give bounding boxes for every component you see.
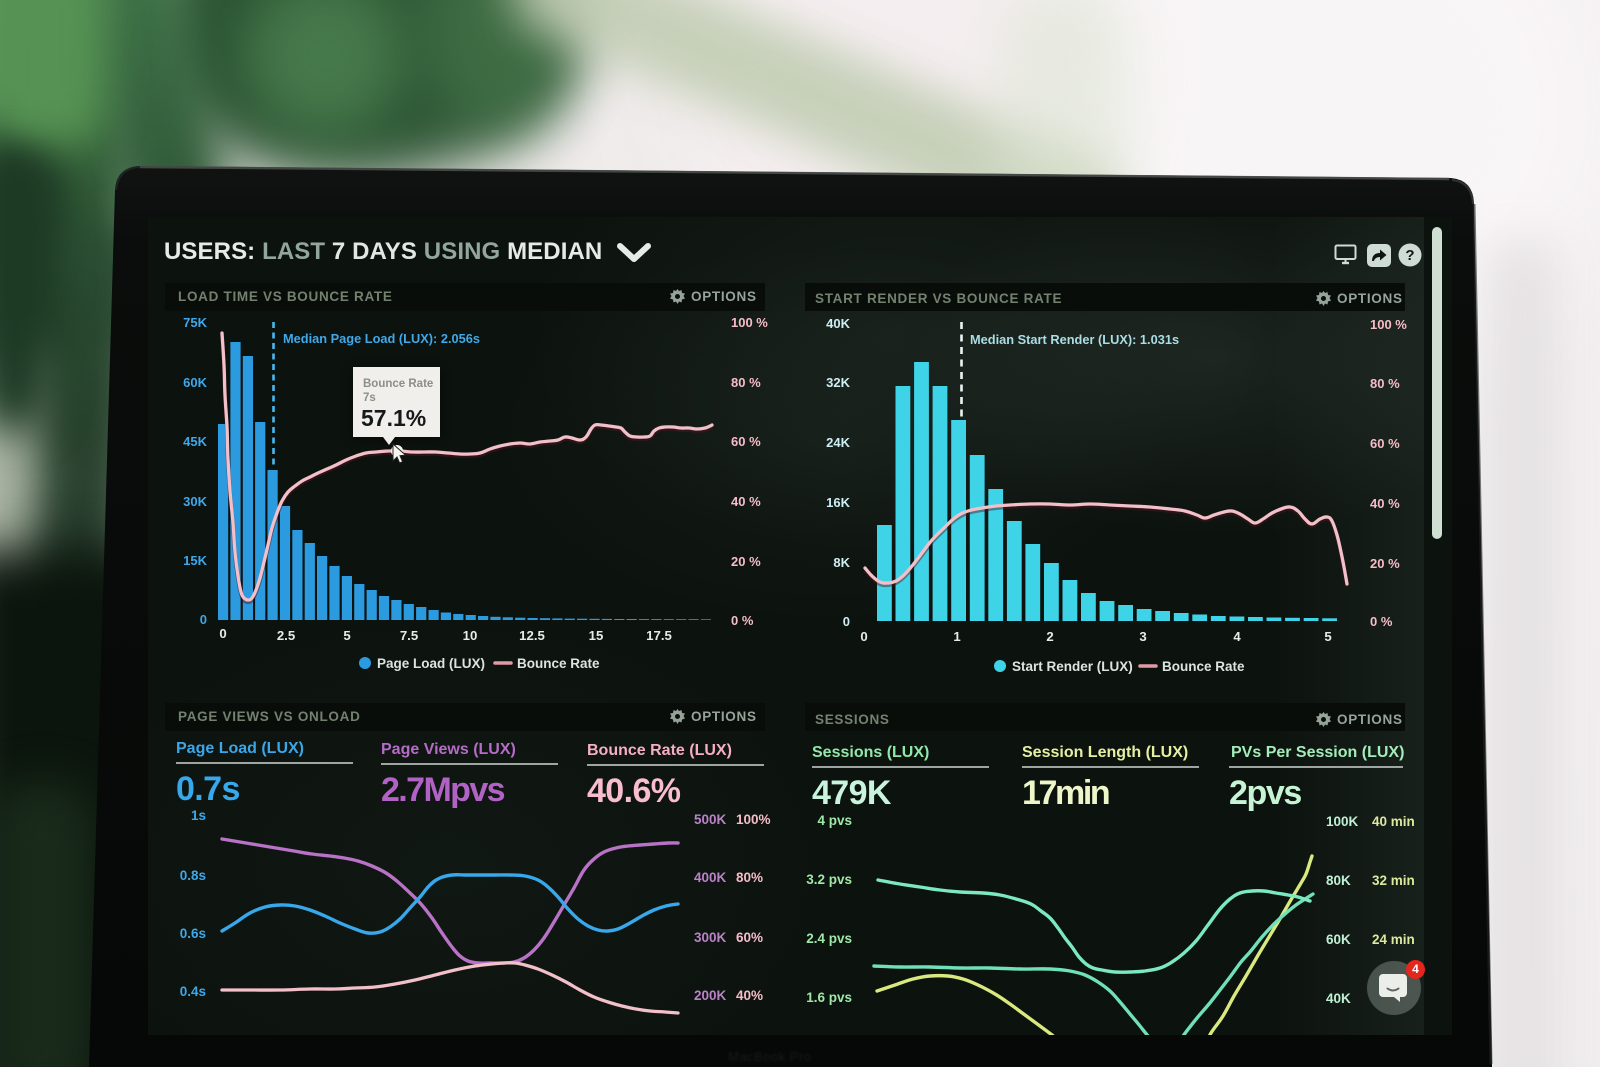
svg-text:60 %: 60 % xyxy=(731,434,761,449)
svg-text:1: 1 xyxy=(953,629,960,644)
svg-text:1s: 1s xyxy=(191,808,206,823)
svg-text:1.6 pvs: 1.6 pvs xyxy=(806,990,852,1005)
svg-text:300K: 300K xyxy=(694,930,727,945)
svg-text:Bounce Rate: Bounce Rate xyxy=(1162,659,1245,674)
svg-text:32 min: 32 min xyxy=(1372,873,1415,888)
svg-text:0.6s: 0.6s xyxy=(180,926,206,941)
svg-text:60%: 60% xyxy=(736,930,763,945)
svg-text:40K: 40K xyxy=(826,316,850,331)
svg-text:0: 0 xyxy=(200,612,207,627)
svg-text:500K: 500K xyxy=(694,812,727,827)
svg-text:15K: 15K xyxy=(183,553,207,568)
svg-text:80K: 80K xyxy=(1326,873,1351,888)
svg-text:4: 4 xyxy=(1233,629,1241,644)
svg-text:45K: 45K xyxy=(183,434,207,449)
svg-text:3: 3 xyxy=(1139,629,1146,644)
svg-text:32K: 32K xyxy=(826,375,850,390)
svg-text:40K: 40K xyxy=(1326,991,1351,1006)
svg-text:7s: 7s xyxy=(363,392,376,404)
svg-text:0: 0 xyxy=(860,629,867,644)
svg-text:0.4s: 0.4s xyxy=(180,984,206,999)
svg-text:4 pvs: 4 pvs xyxy=(817,813,852,828)
svg-text:0.8s: 0.8s xyxy=(180,868,206,883)
svg-text:40 min: 40 min xyxy=(1372,814,1415,829)
svg-text:5: 5 xyxy=(343,628,350,643)
svg-text:100K: 100K xyxy=(1326,814,1359,829)
svg-text:60K: 60K xyxy=(183,375,207,390)
svg-text:200K: 200K xyxy=(694,988,727,1003)
svg-text:7.5: 7.5 xyxy=(400,628,418,643)
svg-text:Page Load (LUX): Page Load (LUX) xyxy=(377,656,485,671)
svg-text:Bounce Rate: Bounce Rate xyxy=(517,656,600,671)
svg-text:24 min: 24 min xyxy=(1372,932,1415,947)
svg-text:12.5: 12.5 xyxy=(519,628,545,643)
svg-text:2: 2 xyxy=(1046,629,1053,644)
svg-text:80 %: 80 % xyxy=(1370,376,1400,391)
svg-text:40 %: 40 % xyxy=(731,494,761,509)
svg-text:16K: 16K xyxy=(826,495,850,510)
svg-text:0 %: 0 % xyxy=(1370,614,1393,629)
svg-text:30K: 30K xyxy=(183,494,207,509)
svg-text:Median Start Render (LUX): 1.0: Median Start Render (LUX): 1.031s xyxy=(970,332,1179,347)
svg-text:Bounce Rate: Bounce Rate xyxy=(363,378,433,390)
svg-text:15: 15 xyxy=(589,628,604,643)
svg-text:40%: 40% xyxy=(736,988,763,1003)
svg-text:5: 5 xyxy=(1324,629,1331,644)
svg-text:Start Render (LUX): Start Render (LUX) xyxy=(1012,659,1133,674)
svg-text:80%: 80% xyxy=(736,870,763,885)
svg-text:?: ? xyxy=(1405,247,1414,264)
svg-text:2.5: 2.5 xyxy=(277,628,295,643)
svg-text:0: 0 xyxy=(843,614,850,629)
svg-text:80 %: 80 % xyxy=(731,375,761,390)
svg-text:100 %: 100 % xyxy=(1370,317,1407,332)
svg-text:40 %: 40 % xyxy=(1370,496,1400,511)
svg-text:0: 0 xyxy=(219,626,226,641)
svg-text:57.1%: 57.1% xyxy=(361,405,426,431)
svg-text:100 %: 100 % xyxy=(731,315,768,330)
svg-text:24K: 24K xyxy=(826,435,850,450)
svg-text:60 %: 60 % xyxy=(1370,436,1400,451)
svg-text:0 %: 0 % xyxy=(731,613,754,628)
svg-text:100%: 100% xyxy=(736,812,771,827)
svg-text:60K: 60K xyxy=(1326,932,1351,947)
svg-text:75K: 75K xyxy=(183,315,207,330)
svg-text:17.5: 17.5 xyxy=(646,628,672,643)
svg-text:2.4 pvs: 2.4 pvs xyxy=(806,931,852,946)
svg-text:3.2 pvs: 3.2 pvs xyxy=(806,872,852,887)
svg-text:20 %: 20 % xyxy=(731,554,761,569)
svg-text:400K: 400K xyxy=(694,870,727,885)
svg-text:Median Page Load (LUX): 2.056s: Median Page Load (LUX): 2.056s xyxy=(283,331,480,346)
svg-text:20 %: 20 % xyxy=(1370,556,1400,571)
svg-text:8K: 8K xyxy=(833,555,850,570)
svg-text:10: 10 xyxy=(463,628,478,643)
